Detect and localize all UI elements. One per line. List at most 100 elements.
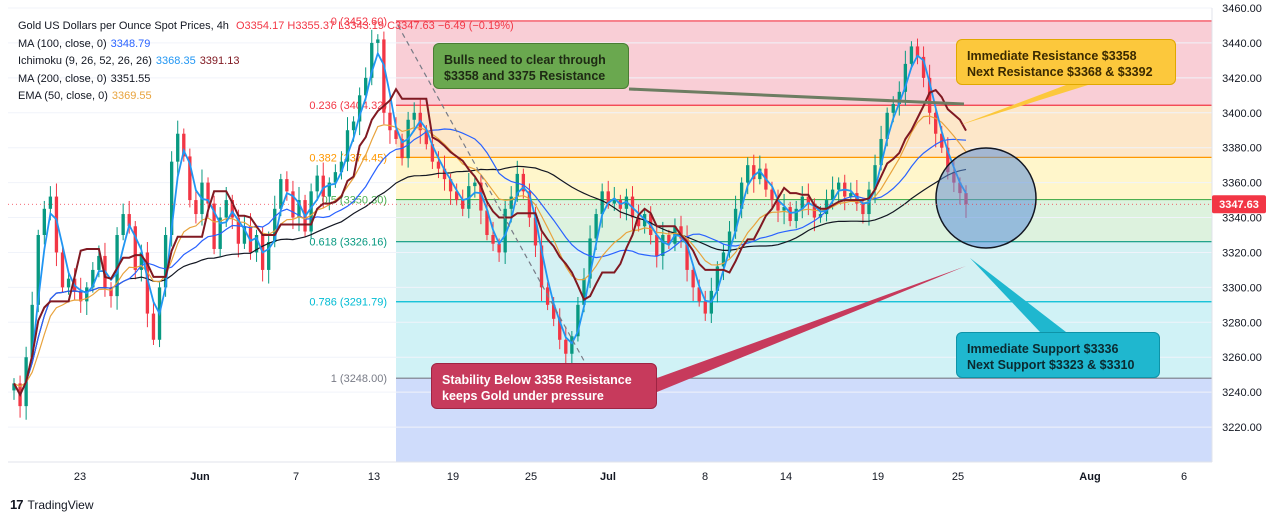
candle-body: [746, 165, 750, 183]
candle-body: [12, 383, 16, 391]
candle-body: [770, 189, 774, 201]
candle-body: [800, 196, 804, 209]
support-pointer: [970, 258, 1066, 332]
fib-zone: [396, 199, 1212, 242]
candle-body: [254, 235, 259, 253]
candle-body: [946, 147, 950, 173]
time-tick-label: 8: [702, 471, 708, 483]
candle-body: [715, 266, 720, 291]
ichimoku-conversion-line: [13, 51, 967, 397]
candle-body: [309, 191, 313, 232]
candle-body: [849, 193, 853, 197]
price-tick-label: 3460.00: [1222, 3, 1262, 15]
candle-body: [436, 161, 441, 169]
candle-body: [527, 191, 532, 218]
fib-label: 0.786 (3291.79): [309, 297, 387, 309]
tradingview-logo-icon: 17: [10, 497, 24, 512]
candle-body: [127, 214, 131, 227]
candle-body: [861, 203, 865, 215]
candle-body: [891, 104, 895, 113]
candle-body: [109, 287, 113, 297]
indicator-value: 3351.55: [110, 72, 151, 85]
candle-body: [739, 182, 744, 209]
candle-body: [600, 191, 604, 215]
legend-title-row: Gold US Dollars per Ounce Spot Prices, 4…: [18, 18, 514, 36]
legend-indicator-row[interactable]: Ichimoku (9, 26, 52, 26, 26) 3368.35 3391.…: [18, 53, 514, 71]
tradingview-logo-text: TradingView: [27, 497, 94, 512]
candle-body: [91, 269, 95, 288]
candle-body: [364, 77, 368, 96]
time-tick-label: 19: [447, 471, 459, 483]
candle-body: [921, 56, 926, 78]
candle-body: [145, 252, 150, 314]
candle-body: [394, 130, 398, 139]
candle-body: [351, 121, 356, 131]
candle-body: [885, 112, 889, 139]
indicator-value: 3391.13: [199, 55, 240, 67]
fib-label: 0.618 (3326.16): [309, 237, 387, 249]
fib-label: 0.236 (3404.32): [309, 100, 387, 112]
bulls-callout: Bulls need to clear through $3358 and 33…: [433, 43, 629, 89]
candle-body: [169, 161, 174, 235]
candle-body: [448, 179, 453, 192]
candle-body: [382, 39, 386, 113]
candle-body: [879, 138, 883, 166]
price-tag-bg: [1212, 195, 1266, 214]
candle-body: [285, 179, 289, 192]
price-tick-label: 3280.00: [1222, 317, 1262, 329]
legend-indicator-row[interactable]: MA (100, close, 0) 3348.79: [18, 36, 514, 54]
candle-body: [188, 156, 192, 201]
price-tick-label: 3220.00: [1222, 422, 1262, 434]
fib-zone: [396, 241, 1212, 302]
candle-body: [176, 133, 180, 162]
candle-body: [733, 208, 738, 232]
fib-label: 0 (3452.60): [331, 16, 387, 28]
candle-body: [267, 241, 271, 270]
candle-body: [454, 191, 459, 201]
candle-body: [163, 235, 168, 288]
candle-body: [927, 77, 932, 113]
time-tick-label: Jun: [190, 471, 210, 483]
fib-label: 1 (3248.00): [331, 373, 387, 385]
price-tick-label: 3440.00: [1222, 38, 1262, 50]
candle-body: [491, 235, 495, 244]
candle-body: [473, 182, 477, 187]
candle-body: [485, 210, 489, 235]
price-tick-label: 3380.00: [1222, 143, 1262, 155]
candle-body: [836, 182, 841, 190]
candle-body: [370, 42, 374, 78]
candle-body: [151, 313, 156, 340]
candle-body: [594, 214, 598, 239]
candle-body: [48, 196, 53, 209]
tradingview-logo[interactable]: 17 TradingView: [10, 497, 94, 512]
candle-body: [230, 200, 234, 218]
price-tick-label: 3240.00: [1222, 387, 1262, 399]
candle-body: [909, 46, 914, 64]
candle-body: [424, 130, 428, 145]
resistance-callout: Immediate Resistance $3358 Next Resistan…: [956, 39, 1176, 85]
resistance-callout-line1: Immediate Resistance $3358: [967, 49, 1137, 63]
bulls-callout-line1: Bulls need to clear through: [444, 53, 606, 67]
price-tick-label: 3300.00: [1222, 282, 1262, 294]
candle-body: [273, 208, 277, 242]
resistance-pointer: [960, 85, 1088, 125]
candle-body: [934, 112, 938, 134]
legend-indicator-row[interactable]: MA (200, close, 0) 3351.55: [18, 71, 514, 89]
candle-body: [212, 203, 216, 249]
candle-body: [206, 182, 210, 204]
candle-body: [121, 214, 125, 235]
candle-body: [794, 208, 798, 222]
legend-indicator-row[interactable]: EMA (50, close, 0) 3369.55: [18, 88, 514, 106]
candle-body: [721, 252, 726, 267]
candle-body: [806, 196, 811, 204]
price-tick-label: 3420.00: [1222, 73, 1262, 85]
candle-body: [533, 217, 538, 246]
chart-legend: Gold US Dollars per Ounce Spot Prices, 4…: [18, 18, 514, 106]
candle-body: [509, 196, 513, 209]
candle-body: [752, 165, 756, 180]
time-tick-label: 14: [780, 471, 792, 483]
indicator-label: Ichimoku (9, 26, 52, 26, 26): [18, 55, 152, 67]
highlight-circle: [935, 147, 1037, 249]
candle-body: [430, 144, 435, 162]
indicator-value: 3348.79: [110, 37, 151, 50]
